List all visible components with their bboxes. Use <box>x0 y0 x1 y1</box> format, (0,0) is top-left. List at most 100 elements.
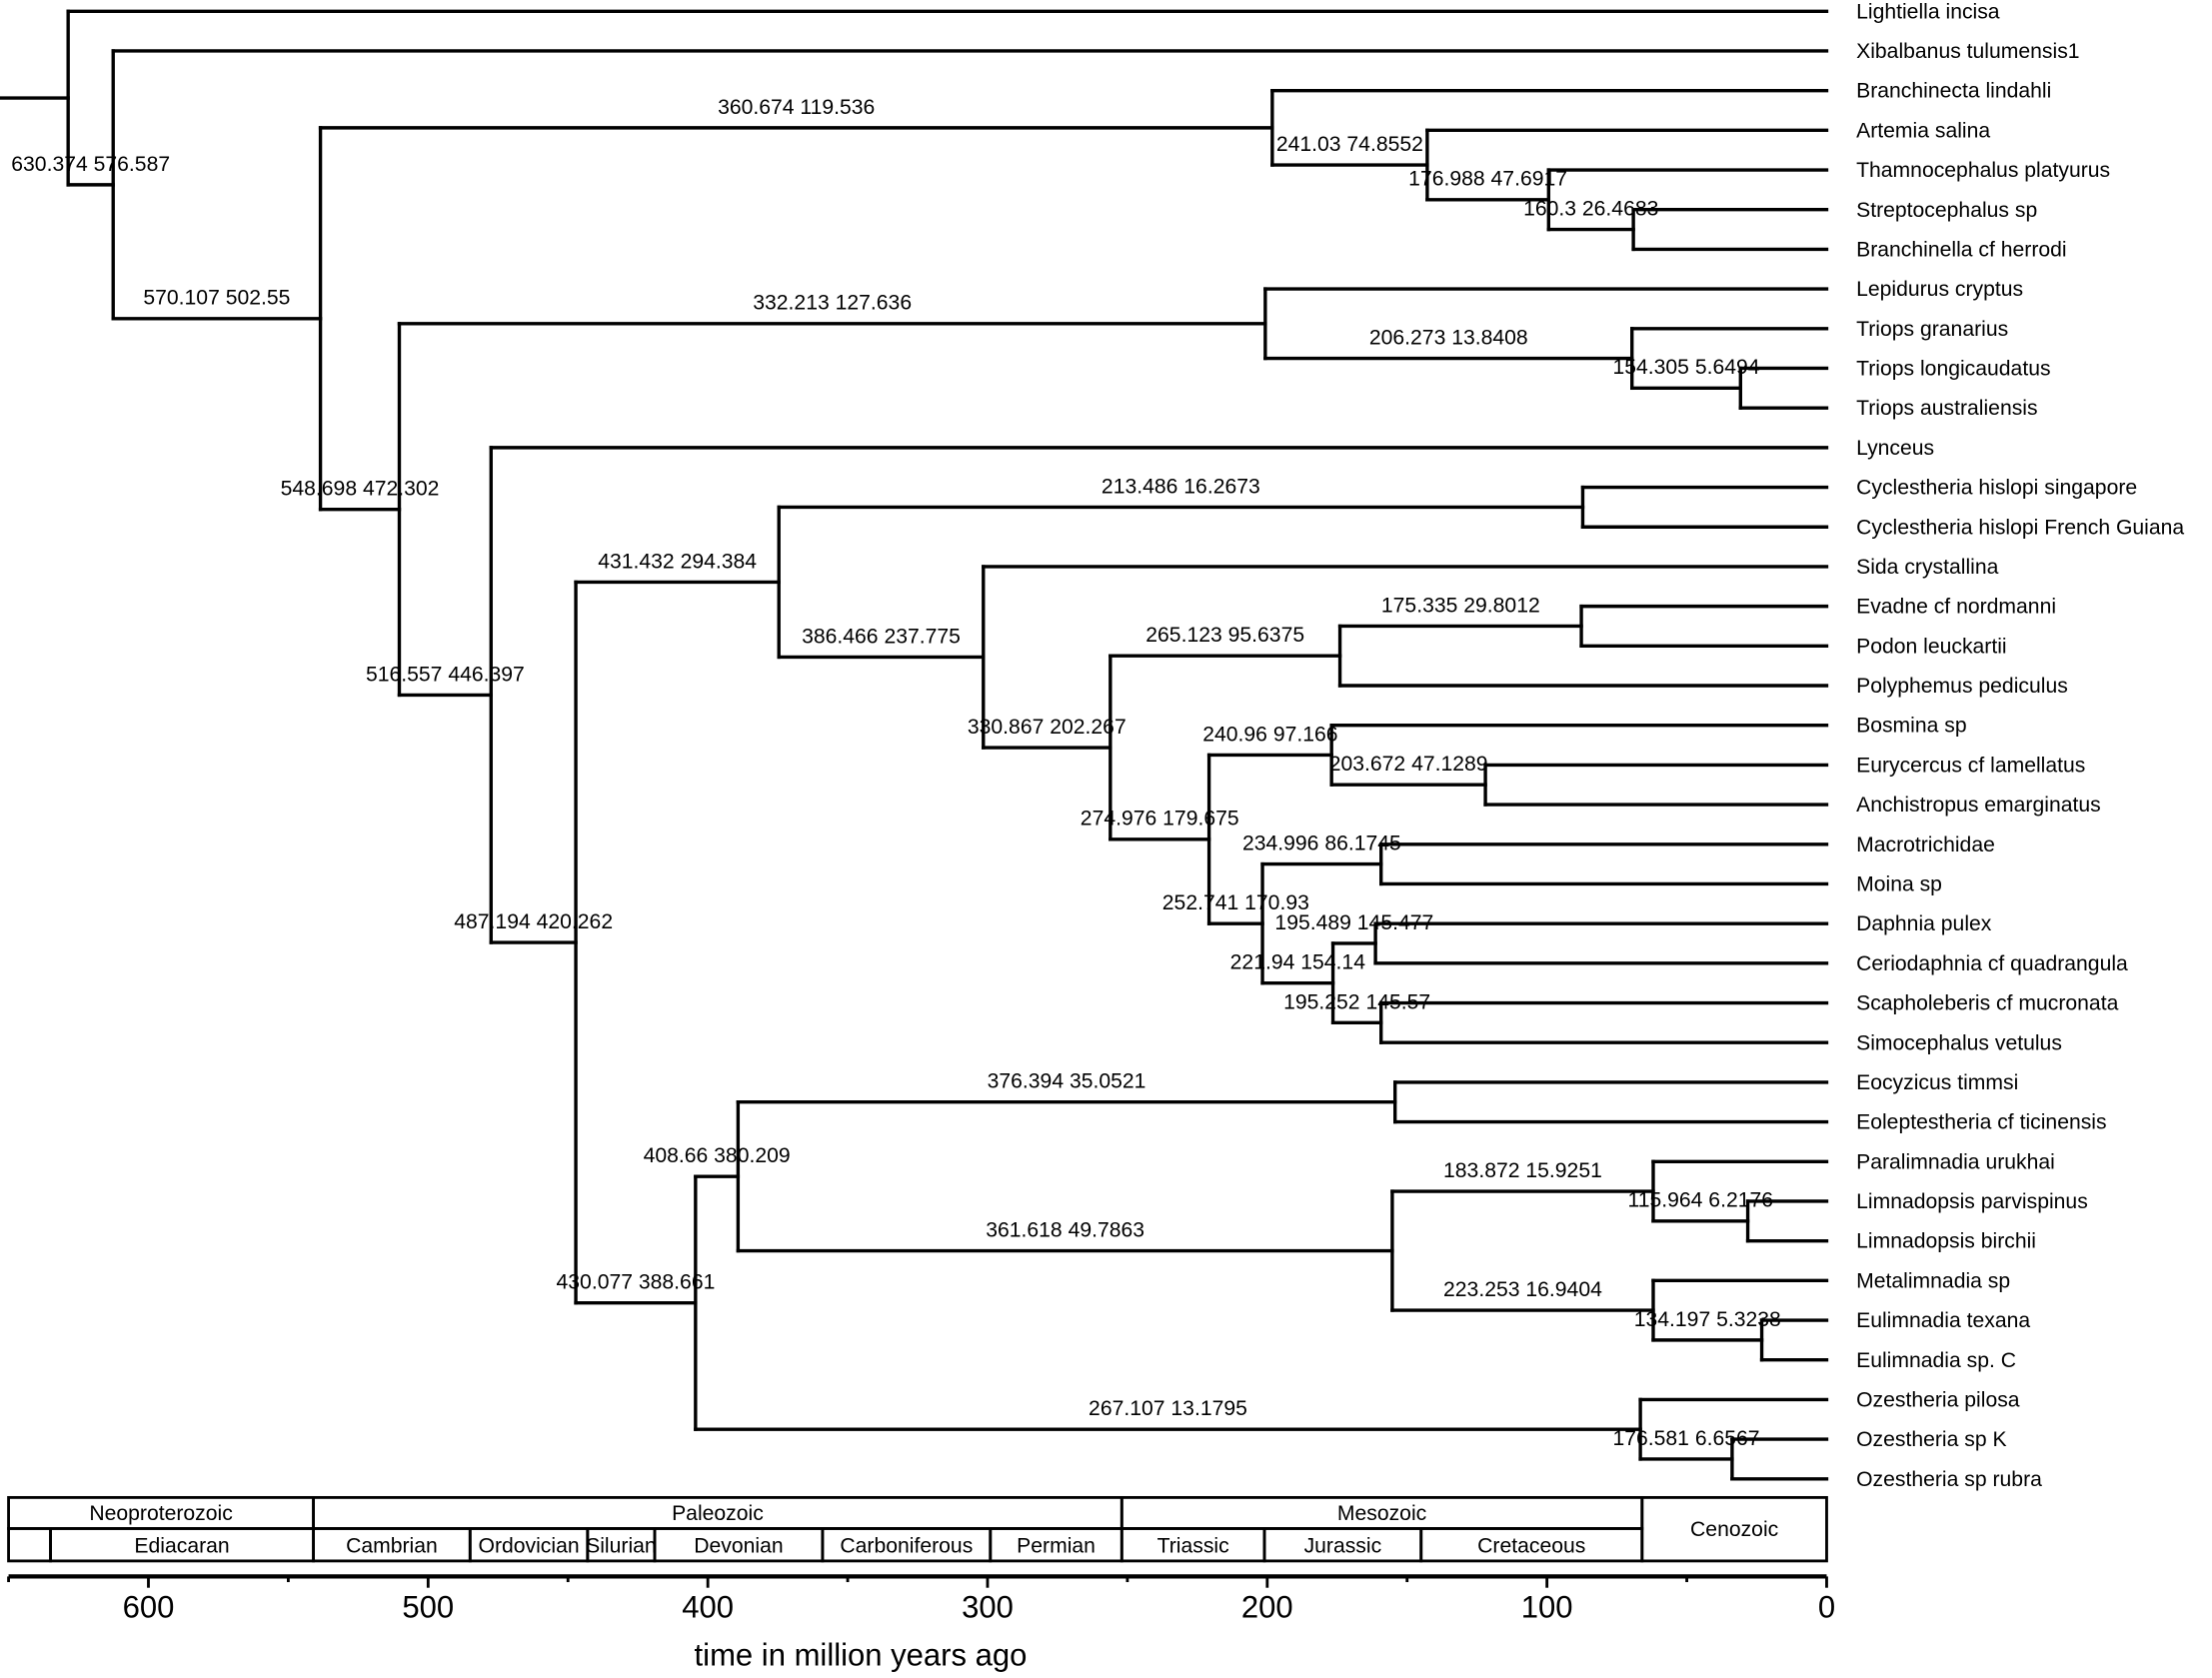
period-label: Cambrian <box>346 1534 438 1557</box>
taxon-label: Cyclestheria hislopi French Guiana <box>1856 516 2184 539</box>
taxon-label: Daphnia pulex <box>1856 912 1992 935</box>
taxon-label: Paralimnadia urukhai <box>1856 1150 2055 1173</box>
taxon-label: Lepidurus cryptus <box>1856 278 2023 301</box>
taxon-label: Xibalbanus tulumensis1 <box>1856 40 2079 63</box>
taxon-label: Eulimnadia sp. C <box>1856 1349 2016 1372</box>
node-age-label: 430.077 388.661 <box>557 1271 716 1294</box>
taxon-label: Ozestheria sp K <box>1856 1428 2007 1451</box>
node-age-label: 408.66 380.209 <box>644 1144 791 1167</box>
node-age-label: 223.253 16.9404 <box>1443 1278 1602 1301</box>
node-age-label: 265.123 95.6375 <box>1145 624 1304 647</box>
node-age-label: 154.305 5.6494 <box>1612 356 1759 379</box>
period-label: Ediacaran <box>134 1534 229 1557</box>
axis-tick-label: 400 <box>682 1589 734 1624</box>
period-label: Triassic <box>1157 1534 1230 1557</box>
axis-tick-label: 0 <box>1818 1589 1835 1624</box>
node-age-label: 431.432 294.384 <box>598 550 757 573</box>
axis-tick-label: 600 <box>123 1589 175 1624</box>
node-age-label: 361.618 49.7863 <box>986 1218 1144 1241</box>
taxon-label: Triops australiensis <box>1856 397 2037 420</box>
node-age-label: 516.557 446.397 <box>366 663 525 686</box>
taxon-label: Ozestheria pilosa <box>1856 1388 2020 1411</box>
node-age-label: 234.996 86.1745 <box>1242 832 1401 854</box>
node-age-label: 206.273 13.8408 <box>1369 326 1528 349</box>
period-label: Jurassic <box>1304 1534 1382 1557</box>
node-age-label: 241.03 74.8552 <box>1276 133 1423 156</box>
axis-tick-label: 100 <box>1521 1589 1573 1624</box>
node-age-label: 176.988 47.6917 <box>1408 168 1567 191</box>
taxon-label: Evadne cf nordmanni <box>1856 596 2056 619</box>
node-age-label: 274.976 179.675 <box>1081 808 1239 831</box>
node-age-label: 360.674 119.536 <box>718 96 875 119</box>
taxon-label: Sida crystallina <box>1856 556 1999 579</box>
era-label: Mesozoic <box>1337 1502 1427 1525</box>
taxon-label: Eulimnadia texana <box>1856 1309 2030 1332</box>
node-age-label: 213.486 16.2673 <box>1102 475 1260 498</box>
taxon-label: Moina sp <box>1856 873 1942 896</box>
geologic-timescale: Neoproterozoic Paleozoic Mesozoic Cenozoic E… <box>7 1495 1828 1563</box>
node-age-label: 195.252 145.57 <box>1283 990 1430 1013</box>
node-age-label: 176.581 6.6567 <box>1612 1427 1759 1450</box>
era-label: Neoproterozoic <box>89 1502 233 1525</box>
node-age-label: 267.107 13.1795 <box>1089 1397 1247 1420</box>
taxon-label: Eurycercus cf lamellatus <box>1856 754 2085 777</box>
taxon-label: Macrotrichidae <box>1856 834 1995 856</box>
period-label: Ordovician <box>478 1534 579 1557</box>
period-label: Carboniferous <box>840 1534 973 1557</box>
node-age-label: 386.466 237.775 <box>802 625 961 648</box>
node-age-label: 195.489 145.477 <box>1274 911 1433 934</box>
taxon-label: Limnadopsis birchii <box>1856 1230 2036 1253</box>
node-age-label: 332.213 127.636 <box>753 292 912 315</box>
taxon-label: Polyphemus pediculus <box>1856 675 2068 698</box>
axis-tick-label: 300 <box>962 1589 1014 1624</box>
node-age-label: 221.94 154.14 <box>1230 951 1366 974</box>
tree: Lightiella incisa 630.374 576.587 Xibalban… <box>0 0 2184 1491</box>
taxon-label: Anchistropus emarginatus <box>1856 794 2101 817</box>
taxon-label: Bosmina sp <box>1856 715 1967 738</box>
period-label: Cretaceous <box>1477 1534 1585 1557</box>
taxon-label: Limnadopsis parvispinus <box>1856 1190 2088 1213</box>
node-age-label: 570.107 502.55 <box>143 287 290 310</box>
node-age-label: 175.335 29.8012 <box>1381 594 1540 617</box>
taxon-label: Triops longicaudatus <box>1856 358 2050 381</box>
node-age-label: 548.698 472.302 <box>281 478 440 501</box>
taxon-label: Podon leuckartii <box>1856 635 2007 658</box>
taxon-label: Eoleptestheria cf ticinensis <box>1856 1111 2106 1134</box>
period-cell <box>7 1527 52 1563</box>
node-age-label: 183.872 15.9251 <box>1443 1159 1602 1182</box>
node-age-label: 115.964 6.2176 <box>1628 1189 1774 1212</box>
node-age-label: 487.194 420.262 <box>454 910 613 933</box>
taxon-label: Triops granarius <box>1856 318 2008 341</box>
time-axis: time in million years ago 600 500 400 300 20… <box>7 1574 1835 1672</box>
taxon-label: Lightiella incisa <box>1856 0 2000 23</box>
period-cell <box>1419 1527 1644 1563</box>
axis-tick-label: 200 <box>1241 1589 1293 1624</box>
taxon-label: Streptocephalus sp <box>1856 199 2037 222</box>
node-age-label: 630.374 576.587 <box>11 153 170 176</box>
taxon-label: Branchinecta lindahli <box>1856 80 2051 103</box>
taxon-label: Branchinella cf herrodi <box>1856 238 2067 261</box>
axis-tick-label: 500 <box>402 1589 454 1624</box>
taxon-label: Ceriodaphnia cf quadrangula <box>1856 952 2128 975</box>
period-label: Permian <box>1017 1534 1096 1557</box>
taxon-label: Eocyzicus timmsi <box>1856 1071 2018 1094</box>
taxon-label: Scapholeberis cf mucronata <box>1856 992 2118 1015</box>
node-age-label: 376.394 35.0521 <box>988 1070 1146 1093</box>
node-age-label: 160.3 26.4683 <box>1523 197 1658 220</box>
taxon-label: Artemia salina <box>1856 119 1990 142</box>
node-age-label: 252.741 170.93 <box>1162 891 1309 914</box>
node-age-label: 330.867 202.267 <box>968 716 1126 739</box>
era-label: Cenozoic <box>1690 1518 1779 1541</box>
era-label: Paleozoic <box>672 1502 764 1525</box>
taxon-label: Lynceus <box>1856 437 1934 460</box>
taxon-label: Simocephalus vetulus <box>1856 1031 2062 1054</box>
axis-label: time in million years ago <box>695 1637 1028 1672</box>
taxon-label: Ozestheria sp rubra <box>1856 1468 2042 1491</box>
taxon-label: Metalimnadia sp <box>1856 1269 2010 1292</box>
period-label: Silurian <box>586 1534 657 1557</box>
node-age-label: 203.672 47.1289 <box>1329 753 1488 776</box>
taxon-label: Cyclestheria hislopi singapore <box>1856 477 2137 500</box>
period-label: Devonian <box>694 1534 783 1557</box>
node-age-label: 134.197 5.3238 <box>1634 1308 1781 1331</box>
